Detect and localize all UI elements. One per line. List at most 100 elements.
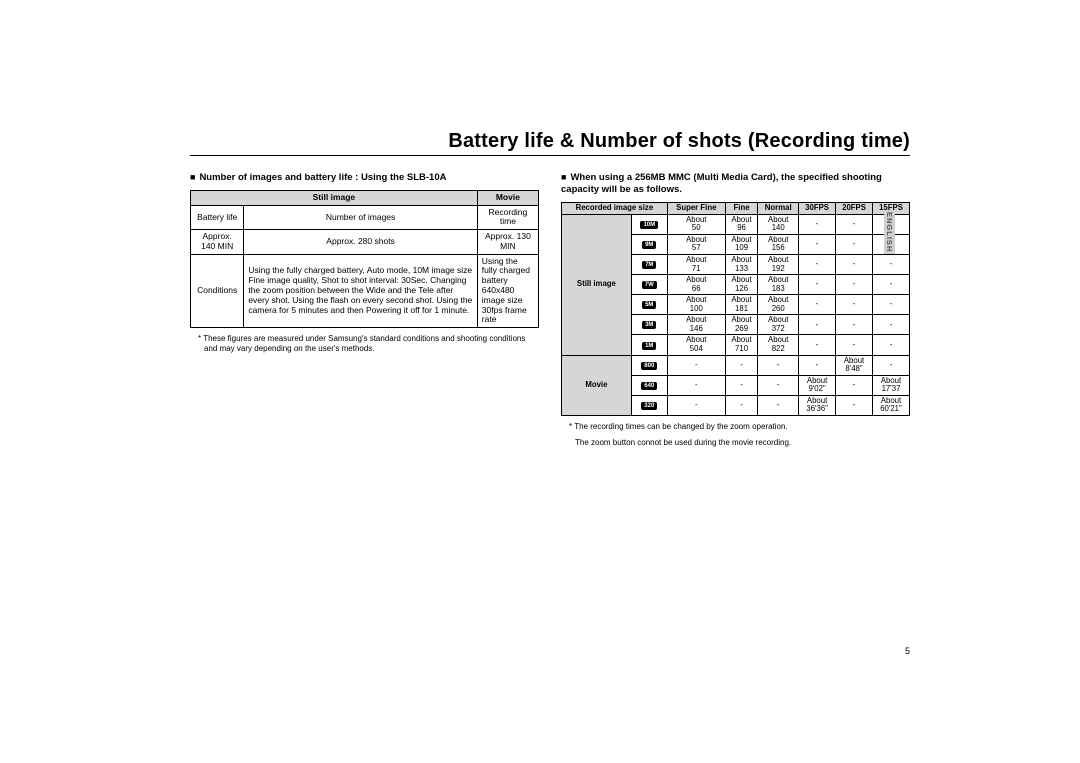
- table-cell: About9'02": [799, 375, 836, 395]
- hdr-20: 20FPS: [836, 202, 873, 214]
- table-cell: -: [725, 375, 758, 395]
- table-cell: About133: [725, 254, 758, 274]
- right-heading: ■When using a 256MB MMC (Multi Media Car…: [561, 172, 910, 196]
- left-heading: ■Number of images and battery life : Usi…: [190, 172, 539, 184]
- table-cell: -: [836, 275, 873, 295]
- right-footnote-1: * The recording times can be changed by …: [561, 422, 910, 432]
- col-still: Still image: [191, 190, 478, 205]
- lbl-conditions: Conditions: [191, 254, 244, 327]
- size-icon-cell: 7M: [631, 254, 667, 274]
- table-cell: -: [725, 355, 758, 375]
- size-icon: 7M: [642, 261, 656, 269]
- size-icon-cell: 10M: [631, 214, 667, 234]
- table-cell: About181: [725, 295, 758, 315]
- lbl-rec: Recording time: [477, 205, 538, 230]
- hdr-30: 30FPS: [799, 202, 836, 214]
- size-icon-cell: 800: [631, 355, 667, 375]
- table-cell: -: [836, 295, 873, 315]
- right-footnote-2: The zoom button connot be used during th…: [561, 438, 910, 448]
- table-cell: -: [873, 335, 910, 355]
- table-cell: About71: [667, 254, 725, 274]
- size-icon: 640: [641, 382, 657, 390]
- size-icon: 320: [641, 402, 657, 410]
- size-icon: 9M: [642, 241, 656, 249]
- size-icon: 800: [641, 362, 657, 370]
- table-cell: About146: [667, 315, 725, 335]
- size-icon: 3M: [642, 321, 656, 329]
- size-icon-cell: 320: [631, 395, 667, 415]
- table-cell: About17'37: [873, 375, 910, 395]
- val-num: Approx. 280 shots: [244, 230, 477, 255]
- right-column: ■When using a 256MB MMC (Multi Media Car…: [561, 170, 910, 448]
- table-cell: About50: [667, 214, 725, 234]
- size-icon-cell: 640: [631, 375, 667, 395]
- table-cell: About710: [725, 335, 758, 355]
- table-row: Movie800----About8'48"-: [562, 355, 910, 375]
- table-cell: -: [836, 395, 873, 415]
- table-cell: About269: [725, 315, 758, 335]
- table-cell: -: [758, 375, 799, 395]
- size-icon-cell: 3M: [631, 315, 667, 335]
- table-cell: -: [873, 254, 910, 274]
- table-cell: -: [873, 315, 910, 335]
- table-cell: About109: [725, 234, 758, 254]
- table-cell: -: [725, 395, 758, 415]
- table-cell: -: [799, 234, 836, 254]
- table-cell: About192: [758, 254, 799, 274]
- lbl-num: Number of images: [244, 205, 477, 230]
- table-cell: -: [836, 375, 873, 395]
- content-columns: ■Number of images and battery life : Usi…: [190, 170, 910, 448]
- table-cell: -: [799, 275, 836, 295]
- table-cell: About126: [725, 275, 758, 295]
- page-title: Battery life & Number of shots (Recordin…: [190, 130, 910, 156]
- table-cell: About504: [667, 335, 725, 355]
- table-cell: -: [758, 355, 799, 375]
- hdr-normal: Normal: [758, 202, 799, 214]
- size-icon-cell: 5M: [631, 295, 667, 315]
- table-cell: -: [799, 335, 836, 355]
- table-cell: -: [836, 234, 873, 254]
- val-rec: Approx. 130 MIN: [477, 230, 538, 255]
- col-movie: Movie: [477, 190, 538, 205]
- table-cell: -: [873, 355, 910, 375]
- table-cell: -: [799, 295, 836, 315]
- left-column: ■Number of images and battery life : Usi…: [190, 170, 539, 448]
- table-cell: About36'36": [799, 395, 836, 415]
- table-cell: -: [799, 254, 836, 274]
- group-still: Still image: [562, 214, 632, 355]
- size-icon-cell: 9M: [631, 234, 667, 254]
- group-movie: Movie: [562, 355, 632, 415]
- size-icon: 7W: [642, 281, 657, 289]
- lbl-batt: Battery life: [191, 205, 244, 230]
- table-cell: -: [836, 315, 873, 335]
- cond-still: Using the fully charged battery, Auto mo…: [244, 254, 477, 327]
- table-cell: -: [836, 254, 873, 274]
- size-icon: 1M: [642, 342, 656, 350]
- table-cell: -: [873, 295, 910, 315]
- hdr-fine: Fine: [725, 202, 758, 214]
- table-cell: -: [667, 355, 725, 375]
- table-cell: -: [667, 395, 725, 415]
- table-cell: About60'21": [873, 395, 910, 415]
- table-cell: About140: [758, 214, 799, 234]
- table-cell: About372: [758, 315, 799, 335]
- battery-table: Still image Movie Battery life Number of…: [190, 190, 539, 328]
- table-cell: About66: [667, 275, 725, 295]
- table-cell: -: [758, 395, 799, 415]
- page-number: 5: [905, 646, 910, 656]
- size-icon-cell: 7W: [631, 275, 667, 295]
- table-cell: About156: [758, 234, 799, 254]
- size-icon-cell: 1M: [631, 335, 667, 355]
- table-cell: About183: [758, 275, 799, 295]
- table-cell: About100: [667, 295, 725, 315]
- hdr-sfine: Super Fine: [667, 202, 725, 214]
- table-cell: -: [799, 315, 836, 335]
- capacity-table: Recorded image size Super Fine Fine Norm…: [561, 202, 910, 416]
- size-icon: 10M: [640, 221, 658, 229]
- table-cell: -: [799, 355, 836, 375]
- left-footnote: * These figures are measured under Samsu…: [190, 334, 539, 354]
- table-cell: About57: [667, 234, 725, 254]
- hdr-size: Recorded image size: [562, 202, 668, 214]
- table-cell: About822: [758, 335, 799, 355]
- language-tab: ENGLISH: [884, 210, 895, 255]
